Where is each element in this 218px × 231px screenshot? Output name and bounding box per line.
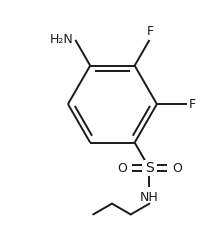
Text: O: O: [172, 162, 182, 175]
Text: O: O: [117, 162, 127, 175]
Text: H₂N: H₂N: [50, 33, 73, 46]
Text: S: S: [145, 161, 154, 175]
Text: F: F: [189, 98, 196, 111]
Text: F: F: [147, 25, 154, 38]
Text: NH: NH: [140, 191, 159, 204]
